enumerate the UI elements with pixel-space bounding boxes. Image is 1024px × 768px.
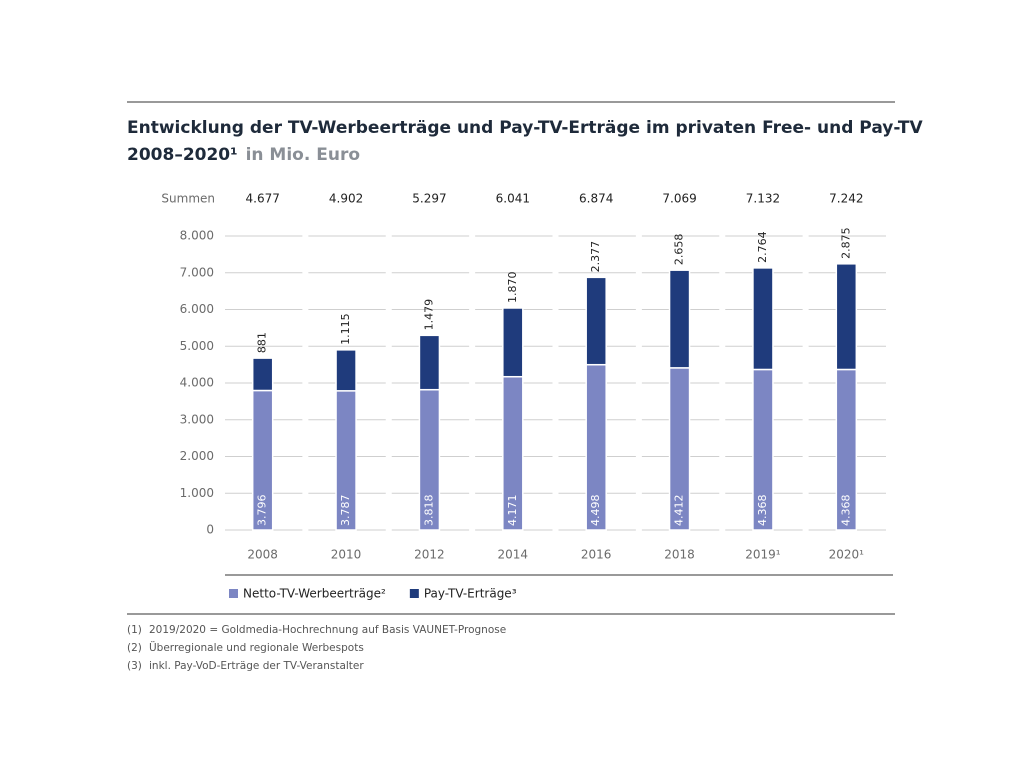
value-label: 881 (256, 332, 269, 353)
note-marker: (3) (127, 660, 142, 672)
bar-segment (585, 276, 607, 366)
bar-segment (752, 267, 774, 371)
y-tick-label: 8.000 (180, 229, 214, 243)
y-tick-label: 5.000 (180, 339, 214, 353)
bar-segment (335, 349, 357, 392)
bar-segment (251, 357, 274, 392)
value-label: 2.658 (673, 234, 686, 266)
value-label: 3.818 (422, 495, 435, 527)
total-label: 4.677 (246, 192, 280, 206)
y-tick-label: 4.000 (180, 376, 214, 390)
value-label: 2.875 (839, 227, 852, 259)
bar-segment (668, 269, 691, 369)
value-label: 4.368 (756, 495, 769, 527)
x-tick-label: 2018 (664, 548, 695, 562)
chart-title: Entwicklung der TV-Werbeerträge und Pay-… (127, 118, 923, 138)
note-text: Überregionale und regionale Werbespots (149, 641, 364, 654)
x-tick-label: 2019¹ (745, 548, 781, 562)
total-label: 7.069 (662, 192, 696, 206)
value-label: 4.498 (589, 495, 602, 527)
x-tick-label: 2014 (498, 548, 529, 562)
unit-label: in Mio. Euro (246, 145, 360, 165)
legend-swatch (409, 589, 419, 598)
x-tick-label: 2012 (414, 548, 445, 562)
value-label: 4.412 (673, 495, 686, 527)
value-label: 4.171 (506, 495, 519, 527)
x-tick-label: 2008 (247, 548, 278, 562)
value-label: 3.787 (339, 495, 352, 527)
note-text: inkl. Pay-VoD-Erträge der TV-Veranstalte… (149, 660, 364, 672)
y-tick-label: 7.000 (180, 265, 214, 279)
y-tick-label: 3.000 (180, 412, 214, 426)
total-label: 5.297 (412, 192, 446, 206)
value-label: 4.368 (839, 495, 852, 527)
y-tick-label: 0 (206, 523, 214, 537)
y-tick-label: 2.000 (180, 449, 214, 463)
value-label: 2.764 (756, 231, 769, 263)
y-tick-label: 1.000 (180, 486, 214, 500)
totals-label: Summen (161, 192, 215, 206)
total-label: 6.041 (496, 192, 530, 206)
x-tick-label: 2010 (331, 548, 362, 562)
value-label: 2.377 (589, 241, 602, 273)
x-tick-label: 2016 (581, 548, 612, 562)
x-tick-label: 2020¹ (829, 548, 865, 562)
value-label: 1.115 (339, 313, 352, 345)
total-label: 7.242 (829, 192, 863, 206)
y-tick-label: 6.000 (180, 302, 214, 316)
legend-label: Pay-TV-Erträge³ (424, 587, 517, 601)
total-label: 7.132 (746, 192, 780, 206)
value-label: 1.479 (422, 299, 435, 331)
total-label: 4.902 (329, 192, 363, 206)
note-marker: (2) (127, 642, 142, 654)
note-marker: (1) (127, 624, 142, 636)
bar-segment (418, 334, 441, 391)
chart-subtitle: 2008–2020¹ (127, 145, 238, 165)
note-text: 2019/2020 = Goldmedia-Hochrechnung auf B… (149, 624, 506, 636)
value-label: 3.796 (256, 495, 269, 527)
legend-label: Netto-TV-Werbeerträge² (243, 587, 386, 601)
bar-segment (502, 307, 524, 378)
bar-segment (835, 263, 858, 371)
value-label: 1.870 (506, 271, 519, 303)
total-label: 6.874 (579, 192, 613, 206)
legend-swatch (229, 589, 238, 598)
